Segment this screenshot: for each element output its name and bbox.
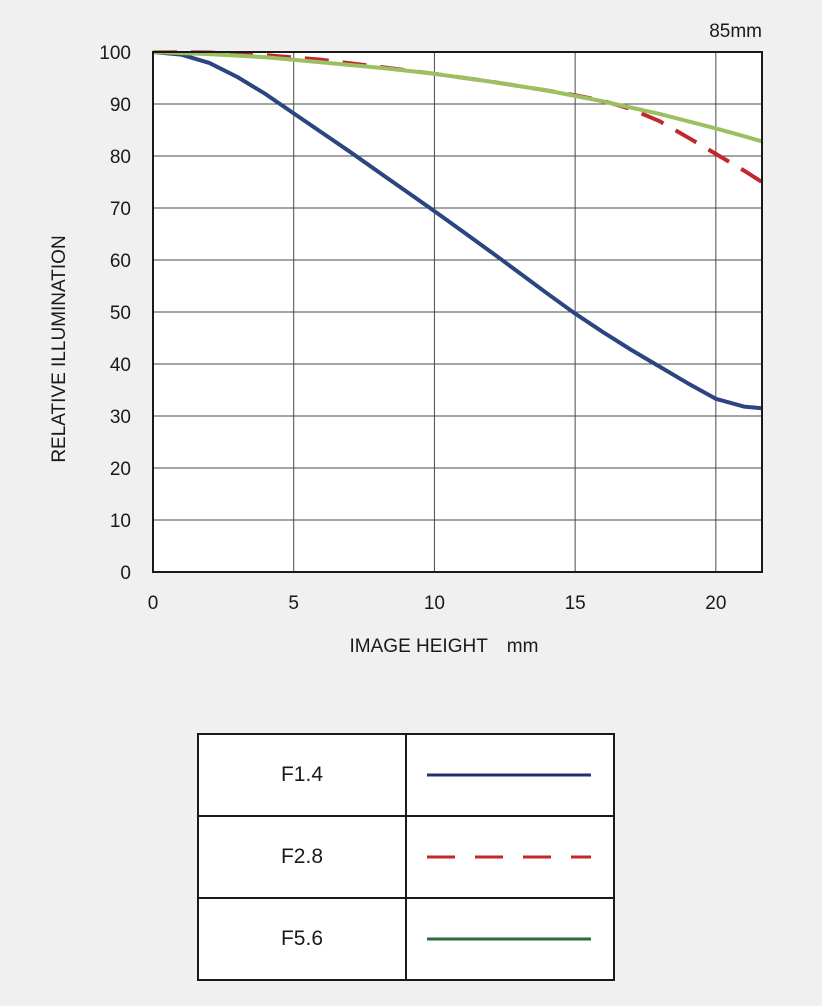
legend-row-f56: F5.6 — [197, 897, 615, 981]
x-tick-label-20: 20 — [705, 593, 726, 614]
legend-label-f14: F1.4 — [197, 733, 407, 817]
y-tick-label-90: 90 — [110, 95, 131, 116]
y-tick-label-100: 100 — [99, 43, 131, 64]
plot-frame — [152, 51, 763, 573]
series-line-f14 — [152, 50, 763, 411]
x-axis-label: IMAGE HEIGHT mm — [350, 636, 539, 657]
series-layer — [152, 50, 764, 411]
x-tick-label-0: 0 — [148, 593, 159, 614]
relative-illumination-chart: 0 10 20 30 40 50 60 70 80 90 100 0 5 10 15 20 85mm IMA… — [49, 21, 764, 657]
y-tick-label-10: 10 — [110, 511, 131, 532]
chart-title: 85mm — [709, 21, 762, 42]
y-tick-label-30: 30 — [110, 407, 131, 428]
legend-label-f28: F2.8 — [197, 815, 407, 899]
legend-swatch-f28 — [405, 815, 615, 899]
y-tick-label-70: 70 — [110, 199, 131, 220]
x-tick-label-15: 15 — [565, 593, 586, 614]
y-tick-label-0: 0 — [120, 563, 131, 584]
x-tick-label-10: 10 — [424, 593, 445, 614]
y-tick-label-50: 50 — [110, 303, 131, 324]
y-axis-label: RELATIVE ILLUMINATION — [49, 235, 70, 462]
legend-row-f14: F1.4 — [197, 733, 615, 817]
legend-swatch-f14 — [405, 733, 615, 817]
legend-table: F1.4 F2.8 F5.6 — [197, 733, 615, 981]
legend-row-f28: F2.8 — [197, 815, 615, 899]
series-line-f56 — [152, 50, 763, 144]
legend-label-f56: F5.6 — [197, 897, 407, 981]
y-tick-label-80: 80 — [110, 147, 131, 168]
y-tick-labels: 0 10 20 30 40 50 60 70 80 90 100 — [99, 43, 131, 584]
y-tick-label-40: 40 — [110, 355, 131, 376]
y-tick-label-20: 20 — [110, 459, 131, 480]
legend-swatch-f56 — [405, 897, 615, 981]
y-tick-label-60: 60 — [110, 251, 131, 272]
x-tick-label-5: 5 — [288, 593, 299, 614]
x-tick-labels: 0 5 10 15 20 — [148, 593, 727, 614]
